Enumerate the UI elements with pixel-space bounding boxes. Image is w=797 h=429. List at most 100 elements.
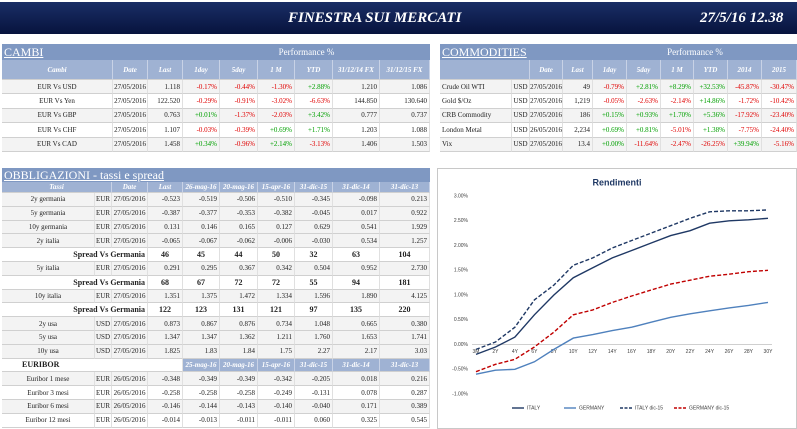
column-header: 1 M: [661, 60, 694, 80]
column-header: Last: [563, 60, 593, 80]
column-header: YTD: [295, 60, 333, 80]
table-cell: +3.42%: [295, 108, 333, 124]
table-cell: 0.291: [148, 262, 183, 276]
table-cell: -0.44%: [220, 80, 258, 95]
table-cell: 1.741: [380, 331, 430, 345]
legend-label: ITALY dic-15: [635, 405, 663, 411]
table-cell: -26.25%: [694, 137, 728, 152]
y-tick-label: -0.50%: [452, 367, 468, 373]
table-cell: 0.380: [380, 317, 430, 331]
table-cell: 0.867: [183, 317, 220, 331]
table-cell: 27/05/2016: [112, 262, 148, 276]
table-cell: 1.472: [220, 289, 258, 304]
table-cell: -0.377: [183, 206, 220, 221]
table-cell: +0.15%: [593, 108, 627, 124]
table-cell: 1.362: [220, 331, 258, 345]
table-cell: EUR Vs USD: [2, 80, 113, 95]
table-cell: +1.70%: [661, 108, 694, 124]
table-cell: -0.065: [148, 234, 183, 249]
table-cell: USD: [95, 344, 112, 359]
table-cell: 144.850: [333, 94, 380, 109]
table-cell: -0.258: [148, 386, 183, 400]
table-cell: 26/05/2016: [112, 386, 148, 400]
table-cell: Vix: [440, 137, 512, 152]
table-cell: 5y italia: [2, 262, 95, 276]
table-cell: 1.088: [380, 123, 430, 138]
table-cell: 27/05/2016: [112, 331, 148, 345]
table-cell: -0.249: [258, 386, 295, 400]
x-tick-label: 22Y: [686, 349, 696, 355]
table-cell: -0.014: [148, 413, 183, 428]
x-tick-label: 14Y: [608, 349, 618, 355]
table-cell: 1.086: [380, 80, 430, 95]
table-cell: USD: [512, 108, 530, 124]
table-cell: -45.87%: [728, 80, 762, 95]
table-cell: 27/05/2016: [113, 108, 148, 124]
table-cell: 27/05/2016: [530, 108, 563, 124]
x-tick-label: 8Y: [551, 349, 558, 355]
table-cell: -1.72%: [728, 94, 762, 109]
column-header: 1day: [593, 60, 627, 80]
table-cell: -0.131: [295, 386, 333, 400]
table-cell: 10y usa: [2, 344, 95, 359]
table-cell: +0.34%: [183, 137, 220, 152]
x-tick-label: 18Y: [647, 349, 657, 355]
table-cell: 27/05/2016: [113, 94, 148, 109]
table-cell: -0.387: [148, 206, 183, 221]
table-cell: -5.16%: [762, 137, 797, 152]
table-cell: EUR Vs CHF: [2, 123, 113, 138]
table-cell: 0.734: [258, 317, 295, 331]
column-header: 31-dic-13: [380, 182, 430, 193]
table-cell: +5.36%: [694, 108, 728, 124]
table-cell: -0.96%: [220, 137, 258, 152]
column-header: 1day: [183, 60, 220, 80]
y-tick-label: -1.00%: [452, 391, 468, 397]
x-tick-label: 12Y: [588, 349, 598, 355]
column-header: 26-mag-16: [183, 182, 220, 193]
table-cell: 0.737: [380, 108, 430, 124]
group-header: Performance %: [183, 44, 430, 60]
column-header: 20-mag-16: [220, 358, 258, 373]
table-cell: 0.216: [380, 372, 430, 387]
column-header: 5day: [220, 60, 258, 80]
column-header: 2014: [728, 60, 762, 80]
table-cell: 1.257: [380, 234, 430, 249]
table-cell: 1.118: [148, 80, 183, 95]
table-cell: 1.760: [295, 331, 333, 345]
table-cell: -5.01%: [661, 123, 694, 138]
table-cell: -0.382: [258, 206, 295, 221]
spread-value: 94: [333, 275, 380, 290]
spread-value: 67: [183, 275, 220, 290]
table-cell: USD: [95, 317, 112, 331]
table-cell: 1.351: [148, 289, 183, 304]
table-cell: -10.42%: [762, 94, 797, 109]
column-header: 15-apr-16: [258, 358, 295, 373]
table-cell: Euribor 1 mese: [2, 372, 95, 387]
table-cell: 1,219: [563, 94, 593, 109]
table-cell: EUR: [95, 386, 112, 400]
table-cell: -30.47%: [762, 80, 797, 95]
table-cell: 27/05/2016: [112, 234, 148, 249]
table-cell: 0.060: [295, 413, 333, 428]
table-cell: +0.81%: [627, 123, 661, 138]
table-cell: -0.040: [295, 400, 333, 414]
table-cell: 1.210: [333, 80, 380, 95]
table-cell: +1.38%: [694, 123, 728, 138]
spread-value: 181: [380, 275, 430, 290]
y-tick-label: 0.00%: [454, 342, 469, 348]
column-header: 2015: [762, 60, 797, 80]
table-cell: 0.127: [258, 220, 295, 235]
x-tick-label: 26Y: [725, 349, 735, 355]
table-cell: -0.006: [258, 234, 295, 249]
table-cell: EUR: [95, 220, 112, 235]
table-cell: -0.519: [183, 193, 220, 207]
section-title: COMMODITIES: [440, 44, 593, 60]
table-cell: 0.325: [333, 413, 380, 428]
y-tick-label: 2.00%: [454, 243, 469, 249]
table-cell: 1.503: [380, 137, 430, 152]
table-cell: -0.345: [295, 193, 333, 207]
table-cell: 26/05/2016: [530, 123, 563, 138]
table-cell: +8.29%: [661, 80, 694, 95]
column-header: 1 M: [258, 60, 295, 80]
